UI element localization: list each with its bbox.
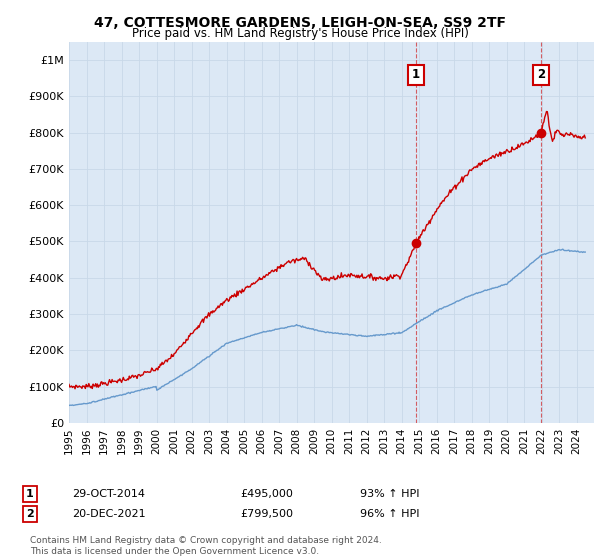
Text: 96% ↑ HPI: 96% ↑ HPI (360, 509, 419, 519)
Text: 47, COTTESMORE GARDENS, LEIGH-ON-SEA, SS9 2TF: 47, COTTESMORE GARDENS, LEIGH-ON-SEA, SS… (94, 16, 506, 30)
Text: 2: 2 (26, 509, 34, 519)
Text: 20-DEC-2021: 20-DEC-2021 (72, 509, 146, 519)
Text: 2: 2 (537, 68, 545, 81)
Bar (416, 42, 541, 423)
Text: £495,000: £495,000 (240, 489, 293, 499)
Text: Price paid vs. HM Land Registry's House Price Index (HPI): Price paid vs. HM Land Registry's House … (131, 27, 469, 40)
Text: 1: 1 (26, 489, 34, 499)
Text: 93% ↑ HPI: 93% ↑ HPI (360, 489, 419, 499)
Text: 29-OCT-2014: 29-OCT-2014 (72, 489, 145, 499)
Text: £799,500: £799,500 (240, 509, 293, 519)
Text: 1: 1 (412, 68, 420, 81)
Text: Contains HM Land Registry data © Crown copyright and database right 2024.
This d: Contains HM Land Registry data © Crown c… (30, 536, 382, 556)
